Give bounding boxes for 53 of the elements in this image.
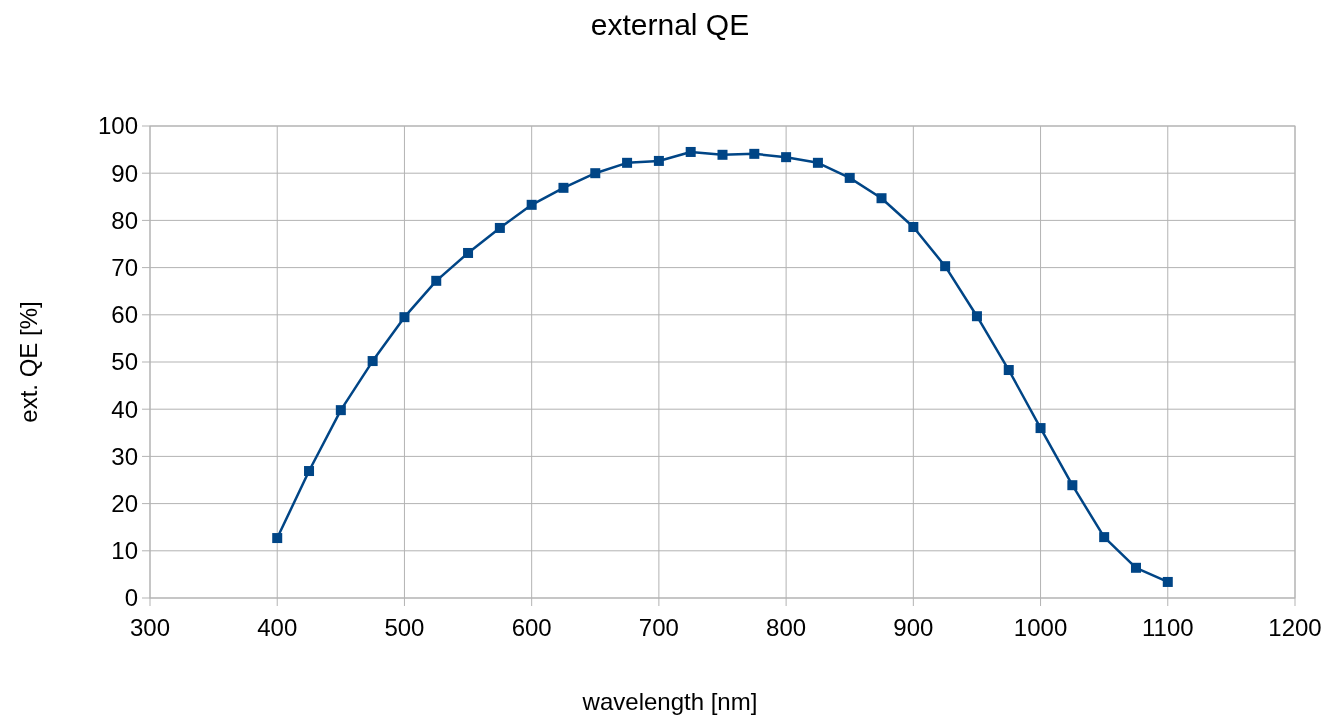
point: [590, 168, 601, 179]
point: [399, 312, 410, 323]
point: [494, 222, 505, 233]
y-tick-label: 0: [124, 584, 138, 612]
point: [367, 356, 378, 367]
x-tick-label: 800: [766, 614, 807, 641]
y-tick-label: 50: [111, 348, 138, 376]
y-tick-label: 70: [111, 254, 138, 281]
x-tick-label: 700: [638, 614, 679, 641]
point: [526, 199, 537, 210]
point: [844, 172, 855, 183]
point: [1162, 576, 1173, 587]
y-tick-label: 30: [111, 442, 138, 470]
y-tick-label: 80: [111, 206, 138, 234]
y-tick-label: 40: [111, 395, 138, 423]
chart-title: external QE: [590, 8, 750, 41]
x-axis-title: wavelength [nm]: [581, 688, 758, 715]
x-tick-label: 600: [511, 614, 552, 641]
x-tick-label: 900: [893, 614, 934, 641]
point: [335, 405, 346, 416]
point: [463, 247, 474, 258]
point: [685, 146, 696, 157]
point: [622, 157, 633, 168]
x-tick-label: 1200: [1268, 614, 1322, 641]
x-tick-label: 1000: [1013, 614, 1068, 641]
point: [558, 182, 569, 193]
point: [1130, 562, 1141, 573]
point: [908, 222, 919, 233]
point: [971, 311, 982, 322]
point: [940, 261, 951, 272]
point: [717, 149, 728, 160]
y-tick-label: 90: [111, 159, 138, 187]
x-tick-label: 300: [129, 614, 171, 641]
x-tick-label: 400: [257, 614, 298, 641]
y-tick-label: 10: [111, 537, 138, 565]
point: [812, 157, 823, 168]
y-tick-label: 100: [97, 112, 138, 140]
y-axis-title: ext. QE [%]: [15, 301, 42, 423]
x-tick-label: 1100: [1141, 614, 1194, 641]
point: [1067, 480, 1078, 491]
point: [304, 466, 315, 477]
point: [876, 193, 887, 204]
y-tick-label: 20: [111, 490, 138, 517]
point: [653, 155, 664, 166]
point: [431, 275, 442, 286]
point: [1099, 532, 1110, 543]
y-tick-label: 60: [111, 301, 138, 329]
point: [272, 533, 283, 544]
point: [1003, 365, 1014, 376]
x-tick-label: 500: [384, 614, 425, 641]
point: [781, 152, 792, 163]
point: [749, 148, 760, 159]
point: [1035, 423, 1046, 434]
